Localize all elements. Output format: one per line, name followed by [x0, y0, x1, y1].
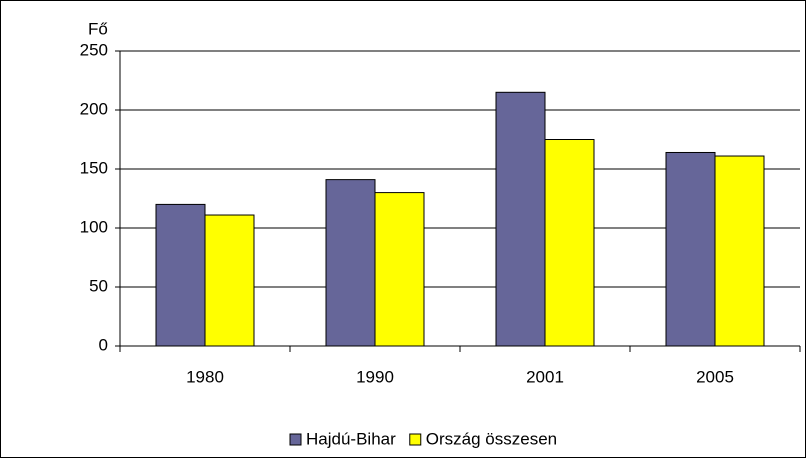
- bar: [374, 192, 425, 347]
- x-tick-label: 2005: [696, 367, 734, 386]
- y-tick-label: 200: [80, 99, 108, 118]
- y-tick-label: 250: [80, 40, 108, 59]
- bar: [714, 155, 765, 347]
- bar: [325, 179, 376, 347]
- y-tick-label: 0: [99, 335, 108, 354]
- x-tick-label: 1980: [186, 367, 224, 386]
- legend-swatch: [289, 433, 302, 446]
- y-axis-label: Fő: [88, 19, 108, 38]
- bar: [155, 203, 206, 347]
- x-tick-label: 2001: [526, 367, 564, 386]
- bar: [204, 214, 255, 347]
- bar: [495, 91, 546, 347]
- legend-label: Ország összesen: [426, 429, 557, 448]
- legend-swatch: [409, 433, 422, 446]
- bar: [544, 139, 595, 347]
- bar: [665, 151, 716, 347]
- legend-label: Hajdú-Bihar: [306, 429, 396, 448]
- y-tick-label: 50: [89, 276, 108, 295]
- y-tick-label: 100: [80, 217, 108, 236]
- y-tick-label: 150: [80, 158, 108, 177]
- x-tick-label: 1990: [356, 367, 394, 386]
